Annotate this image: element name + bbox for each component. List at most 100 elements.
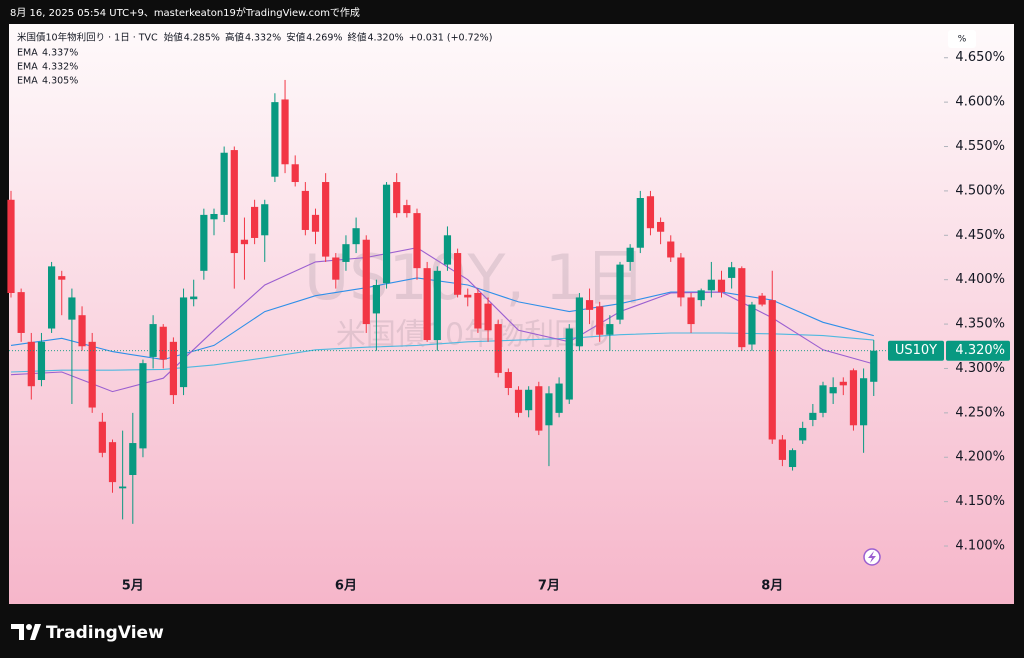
candle-body [342, 244, 350, 262]
candle-body [88, 341, 96, 408]
candle-body [251, 206, 259, 238]
candle-body [362, 239, 370, 325]
plot [7, 57, 948, 547]
last-price-tag [946, 340, 1010, 361]
candle-body [728, 267, 736, 278]
candle-body [788, 450, 797, 468]
candle-body [870, 350, 878, 382]
x-tick-label: 6月 [335, 579, 357, 594]
candle-body [748, 304, 756, 345]
x-tick-label: 5月 [122, 579, 144, 594]
candle-body [403, 205, 411, 214]
candle-body [179, 297, 188, 388]
candle-body [108, 442, 117, 483]
candle-body [291, 164, 299, 183]
candle-body [555, 383, 563, 413]
unit-button[interactable] [948, 30, 976, 48]
events-bolt [868, 551, 876, 563]
candle-body [322, 182, 330, 257]
symbol-tag [888, 340, 944, 361]
candle-body [200, 214, 208, 271]
candle-body [829, 387, 837, 394]
candle-body [423, 268, 431, 341]
y-tick-label: 4.600% [955, 95, 1005, 110]
candle-body [768, 300, 776, 440]
candle-body [677, 257, 685, 298]
candle-body [636, 198, 644, 248]
candle-body [58, 276, 66, 280]
y-tick-label: 4.550% [955, 139, 1005, 154]
candle-body [220, 152, 228, 215]
symbol-title: 米国債10年物利回り · 1日 · TVC [17, 32, 158, 44]
legend-value: 4.332% [42, 62, 78, 73]
candle-body [626, 247, 634, 262]
candle-body [504, 372, 512, 388]
candle-body [535, 386, 543, 431]
chart-panel [9, 24, 1014, 604]
ohlc-value: 4.320% [367, 33, 403, 44]
candle-body [37, 341, 46, 381]
candle-body [433, 270, 441, 341]
candle-body [697, 290, 705, 301]
ohlc-label: 終値 [347, 32, 367, 44]
candle-body [393, 182, 401, 214]
candle-body [646, 196, 655, 229]
candle-body [545, 393, 553, 426]
candle-body [474, 293, 482, 329]
candle-body [332, 257, 340, 280]
candle-body [159, 326, 167, 360]
candle-body [839, 381, 847, 386]
candle-body [27, 341, 35, 387]
candle-body [565, 328, 573, 400]
candle-body [230, 150, 238, 254]
change-value: +0.031 (+0.72%) [409, 33, 493, 44]
candle-body [382, 184, 391, 284]
y-tick-label: 4.300% [955, 361, 1005, 376]
candle-body [707, 279, 715, 291]
legend-name: EMA [17, 76, 38, 87]
legend-name: EMA [17, 48, 38, 59]
candle-body [575, 297, 583, 347]
candle-body [301, 190, 309, 230]
candle-body [68, 297, 76, 320]
candle-body [261, 204, 269, 236]
y-tick-label: 4.250% [955, 405, 1005, 420]
ema-line [10, 277, 874, 361]
candle-body [758, 295, 766, 305]
candle-body [687, 297, 695, 325]
brand: TradingView [46, 623, 164, 643]
logo-mark [11, 624, 24, 640]
ohlc-value: 4.285% [184, 33, 220, 44]
candle-body [372, 285, 380, 314]
candle-body [210, 213, 218, 220]
candle-body [413, 213, 421, 269]
legend-value: 4.337% [42, 48, 78, 59]
candle-body [738, 268, 746, 348]
ema-line [10, 247, 874, 393]
candle-body [849, 370, 858, 426]
candle-body [667, 241, 675, 258]
candle-body [443, 235, 452, 265]
x-tick-label: 8月 [761, 579, 783, 594]
candle-body [240, 239, 249, 245]
unit-label[interactable]: % [958, 35, 967, 45]
candle-body [819, 385, 827, 413]
candle-body [98, 421, 106, 453]
candle-body [352, 228, 360, 245]
y-tick-label: 4.500% [955, 183, 1005, 198]
candle-body [778, 439, 786, 460]
candle-body [525, 389, 533, 411]
candle-body [606, 324, 614, 335]
candle-body [139, 363, 147, 449]
ohlc-value: 4.269% [306, 33, 342, 44]
y-tick-label: 4.150% [955, 494, 1005, 509]
ohlc-label: 高値 [225, 32, 245, 44]
y-tick-label: 4.400% [955, 272, 1005, 287]
last-price-label: 4.320% [955, 343, 1005, 358]
logo-dot [26, 624, 32, 630]
y-tick-label: 4.450% [955, 228, 1005, 243]
ohlc-label: 始値 [164, 32, 184, 44]
y-tick-label: 4.650% [955, 50, 1005, 65]
candle-body [311, 214, 320, 232]
